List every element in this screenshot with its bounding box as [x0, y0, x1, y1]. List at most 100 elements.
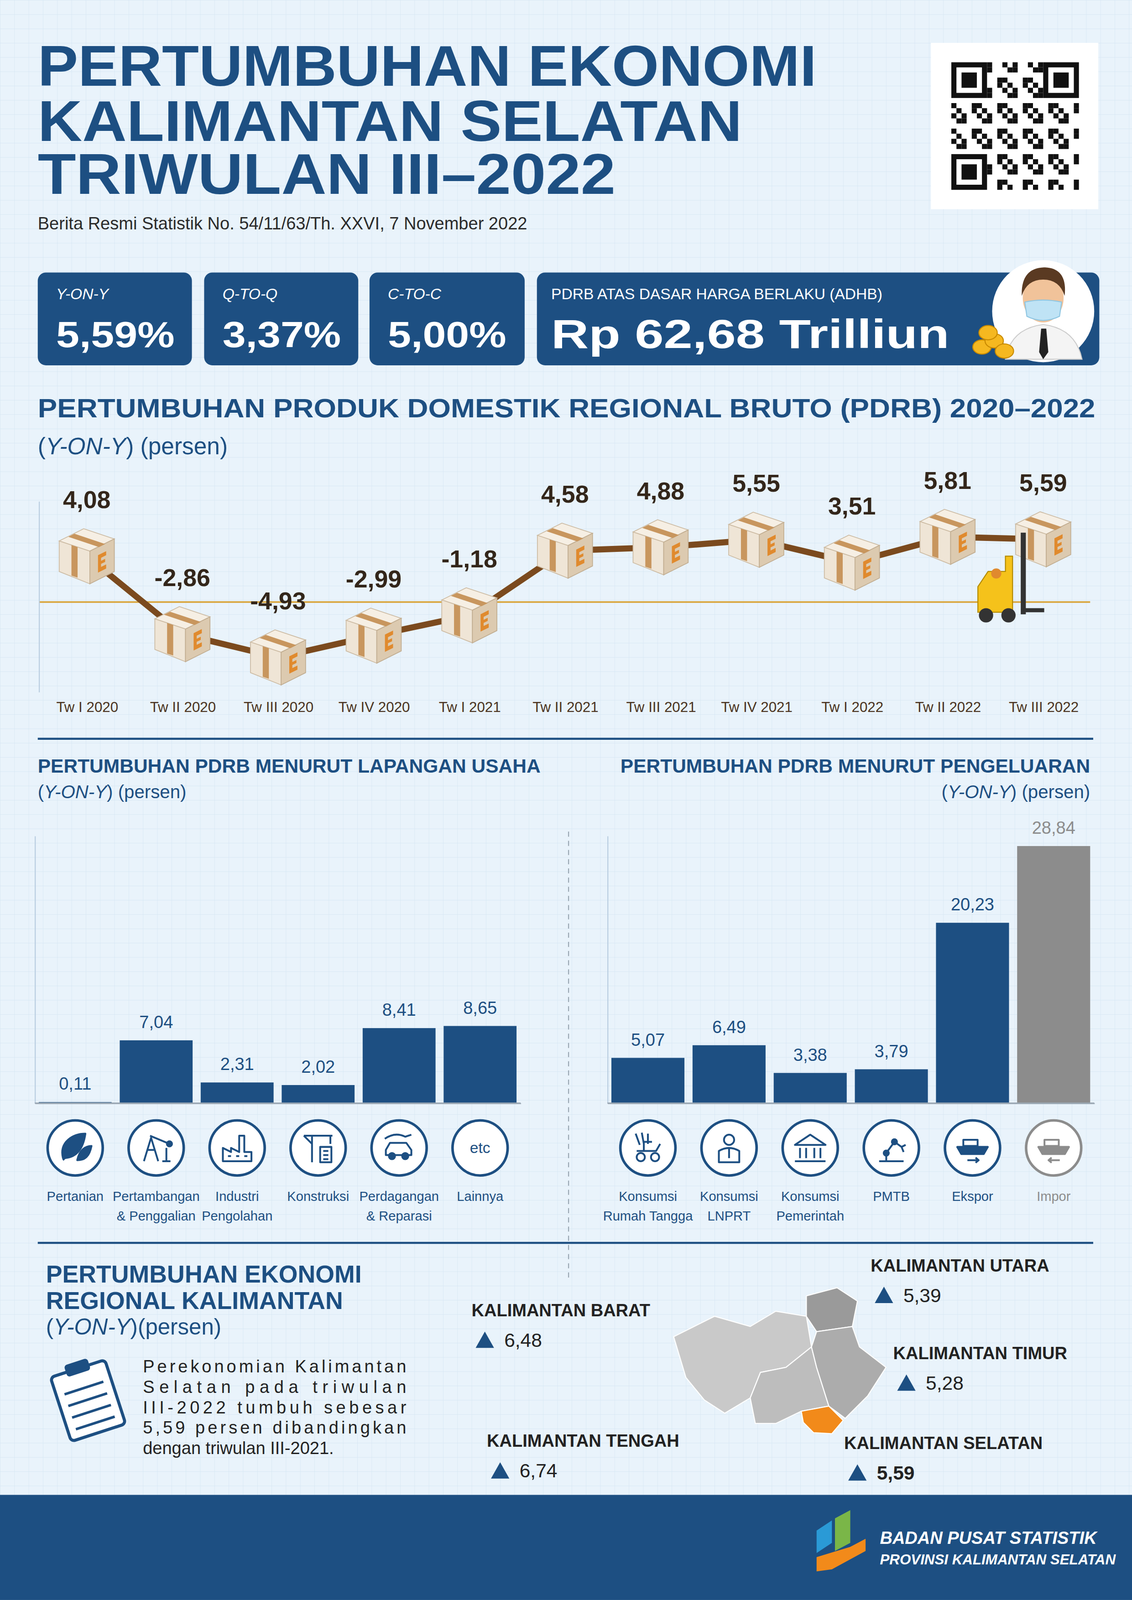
box-tape	[642, 525, 680, 539]
marker	[346, 608, 402, 664]
box-right	[376, 618, 402, 664]
icon-shape	[323, 1151, 329, 1160]
box-tape	[932, 525, 939, 559]
icon-circle	[944, 1120, 1001, 1176]
qr-module	[1073, 154, 1079, 160]
qr-module	[1002, 103, 1008, 109]
box-tape	[928, 514, 966, 528]
qr-module	[1012, 87, 1018, 93]
box-tape	[836, 551, 843, 585]
kpi-value: 5,00%	[387, 313, 507, 355]
marker	[632, 519, 689, 575]
map	[673, 1288, 887, 1435]
category-icon	[290, 1120, 346, 1176]
qr-module	[1022, 154, 1028, 160]
x-axis: Tw I 2020Tw II 2020Tw III 2020Tw IV 2020…	[56, 699, 1079, 716]
icon-shape	[883, 1150, 889, 1156]
section-title: PERTUMBUHAN EKONOMI	[46, 1260, 362, 1289]
icon-glyph	[957, 1140, 988, 1164]
tick-label-line: Pertambangan	[112, 1189, 200, 1205]
description: dengan triwulan III-2021.	[142, 1439, 334, 1459]
qr-module	[1058, 108, 1064, 114]
qr-module	[971, 128, 977, 134]
box-right	[663, 530, 689, 575]
illustration-bg	[992, 260, 1095, 363]
section-subtitle: (Y-ON-Y)(persen)	[46, 1314, 222, 1340]
tick-label: KonsumsiLNPRT	[699, 1189, 759, 1224]
chart-subtitle: (Y-ON-Y) (persen)	[37, 432, 228, 460]
box-tape	[833, 540, 871, 554]
forklift-driver	[991, 568, 1002, 579]
forklift-fork	[1023, 608, 1045, 613]
qr-module	[981, 108, 987, 114]
icon-shape	[384, 1135, 412, 1140]
category-icon	[371, 1120, 427, 1176]
qr-module	[1058, 184, 1064, 190]
text-part: (	[46, 1314, 54, 1340]
qr-module	[1027, 103, 1033, 109]
box-tape	[68, 533, 106, 548]
qr-module	[1032, 169, 1039, 175]
qr-module	[1002, 77, 1008, 83]
up-triangle	[490, 1462, 510, 1480]
up-triangle	[897, 1375, 916, 1392]
qr-module	[1048, 103, 1054, 109]
tick: Tw III 2022	[1008, 699, 1079, 716]
x-axis: KonsumsiRumah TanggaKonsumsiLNPRTKonsums…	[603, 1103, 1096, 1224]
qr-module	[1007, 93, 1013, 99]
box-tape	[355, 613, 393, 627]
qr-module	[1038, 164, 1044, 170]
category-icon	[209, 1120, 265, 1176]
forklift-wheel	[1001, 608, 1016, 623]
qr-module	[1012, 93, 1018, 99]
bar	[773, 1073, 847, 1104]
data-label: 5,81	[923, 466, 971, 495]
chart-title: PERTUMBUHAN PDRB MENURUT PENGELUARAN	[620, 755, 1091, 778]
data-label: 5,07	[631, 1030, 665, 1050]
qr-module	[1038, 138, 1044, 144]
box-tape	[71, 545, 78, 579]
qr-module	[997, 128, 1003, 134]
province-value: 6,48	[504, 1330, 543, 1352]
data-label: 3,79	[874, 1042, 909, 1062]
background-grid	[0, 0, 1132, 1600]
tick: Tw IV 2021	[720, 699, 793, 716]
qr-module	[1032, 108, 1039, 114]
qr-module	[951, 103, 957, 109]
icon-circle	[452, 1120, 508, 1176]
province-shape	[806, 1288, 858, 1332]
box-right	[89, 539, 115, 585]
data-label: 3,51	[828, 492, 877, 520]
description: III-2022 tumbuh sebesar	[142, 1398, 407, 1418]
plot-area	[38, 1026, 517, 1104]
province-name: KALIMANTAN SELATAN	[844, 1434, 1043, 1454]
qr-module	[1038, 62, 1044, 68]
kpi-box	[37, 272, 193, 366]
data-label: -2,86	[154, 563, 211, 592]
box-left	[154, 619, 186, 663]
qr-module	[1007, 184, 1013, 190]
qr-module	[986, 87, 992, 93]
qr-module	[1032, 118, 1039, 124]
icon-glyph	[879, 1139, 906, 1162]
plot-area	[59, 509, 1071, 686]
qr-module	[1032, 93, 1039, 99]
icon-shape	[719, 1148, 740, 1163]
background	[0, 0, 1132, 1600]
category-icon: etc	[452, 1120, 508, 1176]
icon-shape	[222, 1136, 252, 1162]
qr-module	[1048, 133, 1054, 139]
text-part: Y-ON-Y	[53, 1314, 132, 1340]
qr-module	[1063, 138, 1069, 144]
qr-module	[1073, 103, 1079, 109]
text-part: ) (persen)	[125, 432, 228, 460]
icon-shape	[967, 1158, 979, 1164]
tick-label-line: Konsumsi	[699, 1189, 759, 1205]
text-part: (	[941, 782, 949, 803]
box-tape	[450, 593, 488, 607]
chart-title: PERTUMBUHAN PDRB MENURUT LAPANGAN USAHA	[37, 755, 541, 778]
qr-module	[956, 118, 962, 124]
divider	[37, 738, 1094, 741]
icon-circle	[371, 1120, 427, 1176]
icon-shape	[728, 1148, 731, 1159]
